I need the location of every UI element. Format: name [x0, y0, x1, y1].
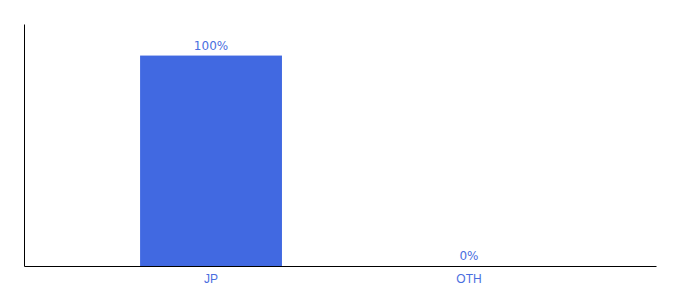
chart: JP OTH 100% 0% [0, 0, 680, 300]
x-tick-label: OTH [456, 272, 481, 286]
x-tick: JP [204, 272, 218, 286]
bar [140, 56, 282, 266]
bars [140, 56, 282, 266]
data-label: 0% [459, 249, 478, 263]
y-axis [24, 25, 25, 267]
data-label: 100% [194, 39, 228, 53]
plot: JP OTH 100% 0% [25, 25, 657, 286]
x-axis: JP OTH [25, 267, 657, 286]
y-axis-line [24, 25, 25, 267]
x-axis-line [25, 266, 657, 267]
data-labels: 100% 0% [194, 39, 479, 263]
x-tick-label: JP [204, 272, 218, 286]
bar [398, 266, 540, 267]
x-tick: OTH [456, 272, 481, 286]
